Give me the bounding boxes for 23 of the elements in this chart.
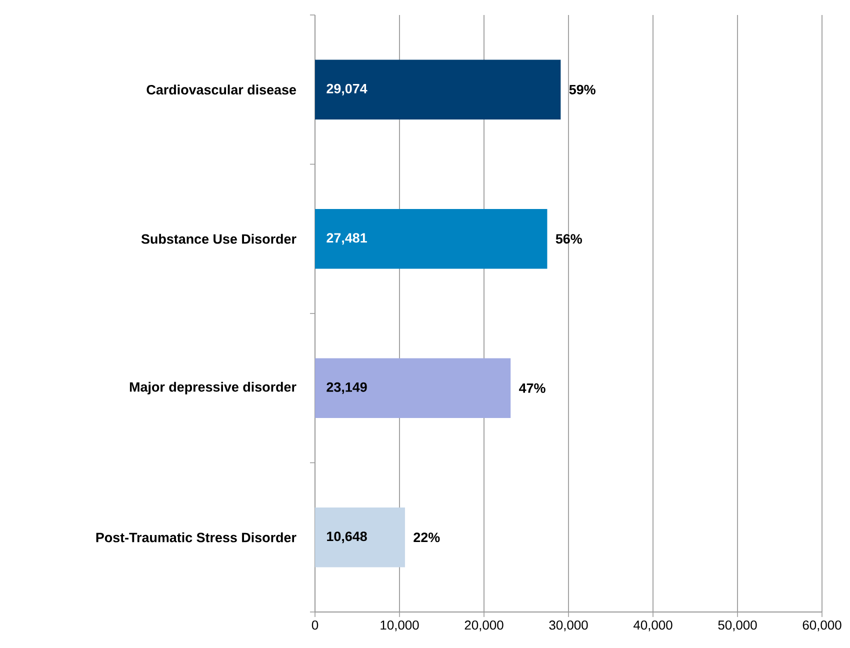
data-label: 29,074 bbox=[326, 84, 368, 96]
y-tick-label: Cardiovascular disease bbox=[146, 84, 296, 95]
bar bbox=[315, 358, 511, 418]
x-tick-label: 40,000 bbox=[633, 620, 672, 632]
annotation: 59% bbox=[569, 84, 596, 94]
x-tick-label: 10,000 bbox=[380, 620, 419, 632]
x-tick-label: 50,000 bbox=[718, 620, 757, 632]
bar bbox=[315, 508, 405, 568]
x-tick-label: 0 bbox=[312, 620, 318, 630]
x-tick-label: 60,000 bbox=[802, 620, 842, 632]
y-tick-label: Substance Use Disorder bbox=[141, 234, 296, 244]
data-label: 27,481 bbox=[326, 233, 367, 245]
bar bbox=[315, 60, 561, 120]
y-tick-label: Post-Traumatic Stress Disorder bbox=[96, 532, 296, 542]
annotation: 56% bbox=[556, 234, 582, 244]
data-label: 10,648 bbox=[327, 532, 367, 544]
annotation: 22% bbox=[414, 532, 440, 542]
bar bbox=[315, 209, 548, 269]
x-tick-label: 20,000 bbox=[464, 620, 504, 632]
annotation: 47% bbox=[519, 383, 546, 393]
data-label: 23,149 bbox=[326, 382, 367, 394]
x-tick-label: 30,000 bbox=[549, 620, 588, 632]
y-tick-label: Major depressive disorder bbox=[130, 382, 296, 394]
